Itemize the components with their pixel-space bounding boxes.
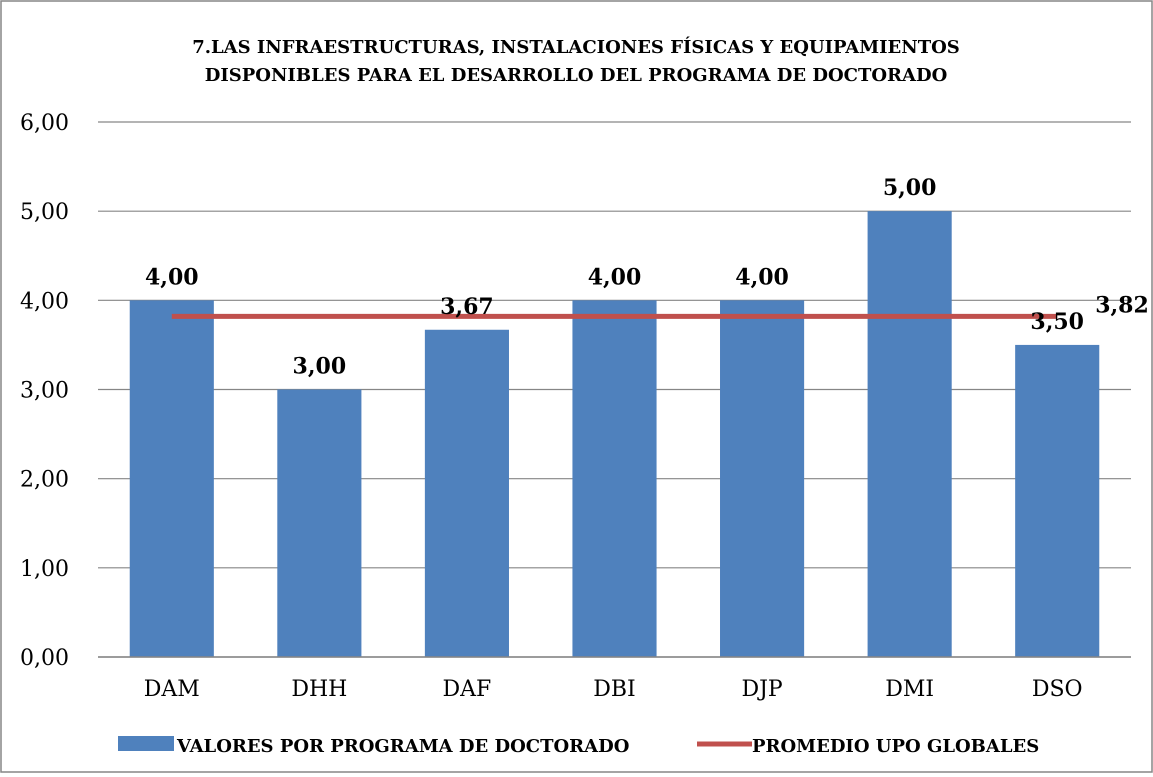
legend-line-label: PROMEDIO UPO GLOBALES [752, 736, 1039, 757]
bar-value-label: 5,00 [883, 175, 937, 201]
bar-value-label: 3,00 [293, 354, 347, 380]
legend: VALORES POR PROGRAMA DE DOCTORADO PROMED… [118, 736, 1039, 757]
bar-value-label: 3,50 [1030, 309, 1084, 335]
y-axis: 0,00 1,00 2,00 3,00 4,00 5,00 6,00 [20, 111, 69, 671]
legend-bar-swatch [118, 736, 174, 751]
chart-title-line-1: 7.LAS INFRAESTRUCTURAS, INSTALACIONES FÍ… [192, 35, 960, 58]
legend-bar-label: VALORES POR PROGRAMA DE DOCTORADO [176, 736, 629, 757]
bars [129, 211, 1100, 657]
bar [720, 300, 805, 657]
bar [129, 300, 214, 657]
bar [572, 300, 657, 657]
bar-value-label: 4,00 [588, 264, 642, 290]
bar-value-label: 3,67 [440, 294, 494, 320]
average-value-label: 3,82 [1095, 292, 1149, 318]
data-labels: 4,00 3,00 3,67 4,00 4,00 5,00 3,50 3,82 [145, 175, 1149, 379]
x-tick-label: DJP [741, 677, 782, 702]
bar-value-label: 4,00 [735, 264, 789, 290]
chart-title-line-2: DISPONIBLES PARA EL DESARROLLO DEL PROGR… [205, 65, 948, 86]
bar [1015, 344, 1100, 657]
y-tick-label: 3,00 [20, 379, 69, 404]
x-tick-label: DHH [291, 677, 347, 702]
x-axis: DAM DHH DAF DBI DJP DMI DSO [98, 656, 1131, 702]
x-tick-label: DMI [885, 677, 934, 702]
bar-value-label: 4,00 [145, 264, 199, 290]
x-tick-label: DSO [1032, 677, 1083, 702]
bar [424, 329, 509, 657]
x-tick-label: DAM [144, 677, 200, 702]
y-tick-label: 5,00 [20, 200, 69, 225]
bar [277, 389, 362, 657]
y-tick-label: 6,00 [20, 111, 69, 136]
y-tick-label: 4,00 [20, 289, 69, 314]
y-tick-label: 1,00 [20, 557, 69, 582]
y-tick-label: 0,00 [20, 646, 69, 671]
bar [867, 211, 952, 657]
y-tick-label: 2,00 [20, 468, 69, 493]
x-tick-label: DAF [443, 677, 492, 702]
x-tick-label: DBI [593, 677, 636, 702]
